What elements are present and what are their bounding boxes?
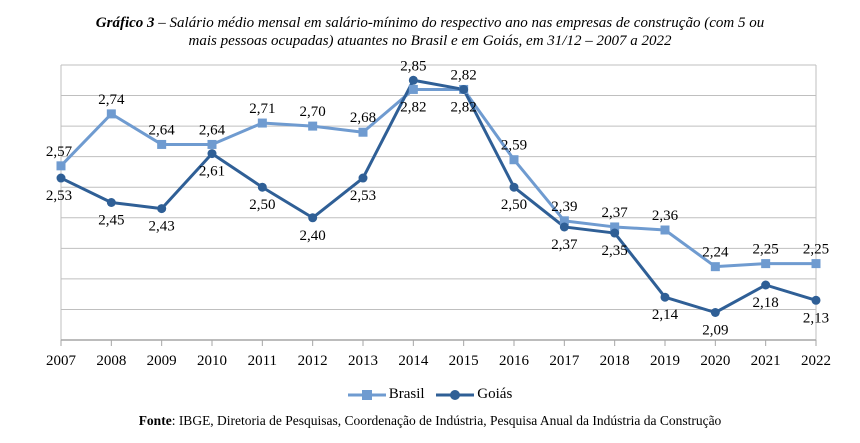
- data-label: 2,25: [753, 242, 779, 258]
- legend-item-goias: Goiás: [436, 386, 512, 403]
- chart-title-line2: mais pessoas ocupadas) atuantes no Brasi…: [188, 33, 672, 49]
- data-point-circle: [660, 292, 670, 302]
- data-point-square: [408, 84, 418, 94]
- data-point-square: [106, 109, 116, 119]
- x-tick-label: 2012: [298, 353, 328, 369]
- chart-legend: Brasil Goiás: [0, 386, 860, 406]
- data-label: 2,57: [46, 144, 73, 160]
- x-tick-label: 2014: [398, 353, 429, 369]
- data-point-circle: [509, 182, 519, 192]
- legend-marker-circle-icon: [436, 389, 475, 400]
- data-point-circle: [811, 295, 821, 305]
- data-label: 2,35: [602, 243, 628, 259]
- data-label: 2,24: [702, 245, 729, 261]
- x-tick-label: 2009: [147, 353, 177, 369]
- data-point-circle: [710, 308, 720, 317]
- series-line-goiás: [60, 78, 817, 314]
- chart-title: Gráfico 3 – Salário médio mensal em salá…: [0, 14, 860, 50]
- data-point-square: [358, 127, 368, 137]
- x-tick-label: 2015: [449, 353, 479, 369]
- data-label: 2,25: [803, 242, 829, 258]
- data-label: 2,82: [451, 67, 477, 83]
- data-label: 2,68: [350, 110, 376, 126]
- x-tick-label: 2017: [549, 353, 580, 369]
- data-label: 2,36: [652, 208, 679, 224]
- data-label: 2,70: [300, 104, 326, 120]
- x-tick-label: 2018: [600, 353, 630, 369]
- data-point-square: [157, 139, 167, 149]
- data-point-circle: [106, 198, 116, 207]
- data-label: 2,13: [803, 310, 829, 326]
- data-point-circle: [257, 182, 267, 192]
- data-label: 2,64: [199, 122, 226, 138]
- data-label: 2,37: [602, 205, 629, 221]
- data-point-square: [660, 225, 670, 235]
- x-tick-label: 2021: [751, 353, 781, 369]
- data-label: 2,43: [149, 219, 175, 235]
- data-label: 2,14: [652, 307, 679, 323]
- source-label: Fonte: [138, 413, 172, 428]
- data-point-circle: [610, 228, 620, 238]
- x-tick-label: 2019: [650, 353, 680, 369]
- data-label: 2,71: [249, 101, 275, 117]
- data-point-circle: [459, 84, 469, 94]
- data-point-square: [207, 139, 217, 149]
- data-label: 2,53: [350, 188, 376, 204]
- data-point-square: [257, 118, 267, 128]
- data-label: 2,53: [46, 188, 72, 204]
- data-point-square: [761, 259, 771, 269]
- data-label: 2,85: [400, 58, 426, 74]
- data-label: 2,09: [702, 323, 728, 339]
- data-point-circle: [308, 213, 318, 223]
- data-point-circle: [157, 204, 167, 214]
- data-point-square: [559, 216, 569, 226]
- legend-item-brasil: Brasil: [347, 386, 425, 403]
- series-line-brasil: [59, 87, 816, 269]
- data-point-circle: [207, 149, 217, 159]
- data-point-circle: [761, 280, 771, 290]
- data-point-square: [308, 121, 318, 131]
- data-point-square: [811, 259, 821, 269]
- data-label: 2,82: [400, 99, 426, 115]
- source-text: : IBGE, Diretoria de Pesquisas, Coordena…: [171, 413, 722, 428]
- legend-label-goias: Goiás: [477, 386, 513, 402]
- x-tick-label: 2016: [499, 353, 530, 369]
- data-label: 2,39: [551, 199, 577, 215]
- chart-title-line1: – Salário médio mensal em salário-mínimo…: [154, 15, 765, 31]
- data-label: 2,45: [98, 213, 124, 229]
- data-point-square: [509, 155, 519, 165]
- x-tick-label: 2010: [197, 353, 227, 369]
- data-point-circle: [559, 222, 569, 232]
- legend-label-brasil: Brasil: [388, 386, 425, 402]
- legend-marker-square-icon: [347, 389, 386, 400]
- data-label: 2,74: [98, 92, 125, 108]
- data-label: 2,59: [501, 138, 527, 154]
- data-label: 2,37: [551, 237, 578, 253]
- source-note: Fonte: IBGE, Diretoria de Pesquisas, Coo…: [0, 413, 860, 429]
- x-tick-label: 2022: [801, 353, 831, 369]
- data-point-square: [56, 161, 66, 171]
- x-tick-label: 2020: [700, 353, 730, 369]
- data-label: 2,64: [149, 122, 176, 138]
- chart-title-prefix: Gráfico 3: [95, 15, 155, 31]
- data-point-circle: [358, 173, 368, 183]
- x-tick-label: 2011: [248, 353, 277, 369]
- data-point-square: [610, 222, 620, 232]
- x-tick-label: 2008: [96, 353, 126, 369]
- x-tick-label: 2007: [46, 353, 77, 369]
- data-point-square: [710, 262, 720, 272]
- data-point-circle: [56, 173, 66, 183]
- data-label: 2,61: [199, 164, 225, 180]
- data-point-circle: [408, 75, 418, 85]
- data-label: 2,18: [753, 295, 779, 311]
- data-label: 2,40: [300, 228, 326, 244]
- data-label: 2,50: [249, 197, 275, 213]
- x-tick-label: 2013: [348, 353, 378, 369]
- data-label: 2,82: [451, 99, 477, 115]
- data-label: 2,50: [501, 197, 527, 213]
